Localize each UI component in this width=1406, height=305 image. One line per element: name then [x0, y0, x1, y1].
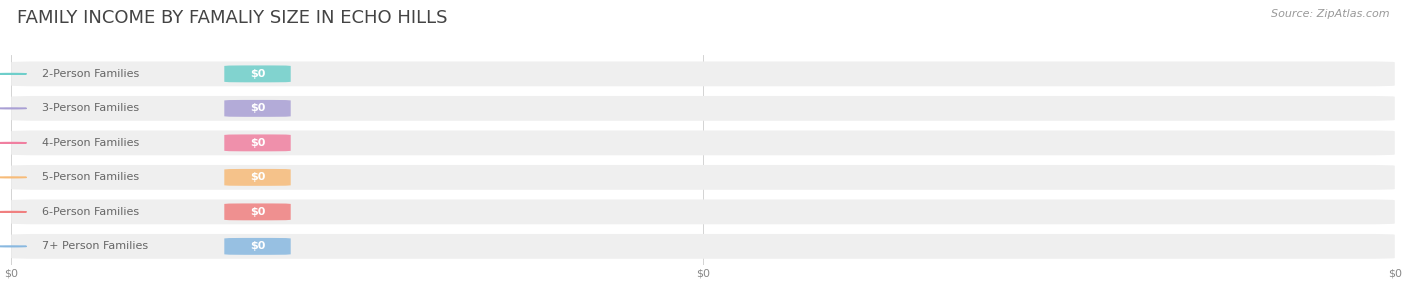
Text: 3-Person Families: 3-Person Families: [42, 103, 139, 113]
FancyBboxPatch shape: [225, 66, 291, 82]
Circle shape: [0, 108, 27, 109]
Text: $0: $0: [250, 103, 266, 113]
Text: $0: $0: [250, 69, 266, 79]
Text: 4-Person Families: 4-Person Families: [42, 138, 139, 148]
Text: $0: $0: [250, 207, 266, 217]
FancyBboxPatch shape: [11, 61, 1395, 86]
FancyBboxPatch shape: [225, 169, 291, 186]
FancyBboxPatch shape: [225, 238, 291, 255]
FancyBboxPatch shape: [225, 135, 291, 151]
Text: Source: ZipAtlas.com: Source: ZipAtlas.com: [1271, 9, 1389, 19]
Text: $0: $0: [250, 138, 266, 148]
FancyBboxPatch shape: [225, 203, 291, 220]
Text: 6-Person Families: 6-Person Families: [42, 207, 139, 217]
Text: 5-Person Families: 5-Person Families: [42, 172, 139, 182]
Circle shape: [0, 246, 27, 247]
Text: $0: $0: [250, 241, 266, 251]
Text: 2-Person Families: 2-Person Families: [42, 69, 139, 79]
FancyBboxPatch shape: [11, 234, 1395, 259]
Circle shape: [0, 142, 27, 143]
Circle shape: [0, 211, 27, 212]
FancyBboxPatch shape: [11, 199, 1395, 224]
FancyBboxPatch shape: [11, 96, 1395, 121]
FancyBboxPatch shape: [225, 100, 291, 117]
FancyBboxPatch shape: [11, 131, 1395, 155]
Text: FAMILY INCOME BY FAMALIY SIZE IN ECHO HILLS: FAMILY INCOME BY FAMALIY SIZE IN ECHO HI…: [17, 9, 447, 27]
FancyBboxPatch shape: [11, 165, 1395, 190]
Circle shape: [0, 177, 27, 178]
Text: 7+ Person Families: 7+ Person Families: [42, 241, 148, 251]
Text: $0: $0: [250, 172, 266, 182]
